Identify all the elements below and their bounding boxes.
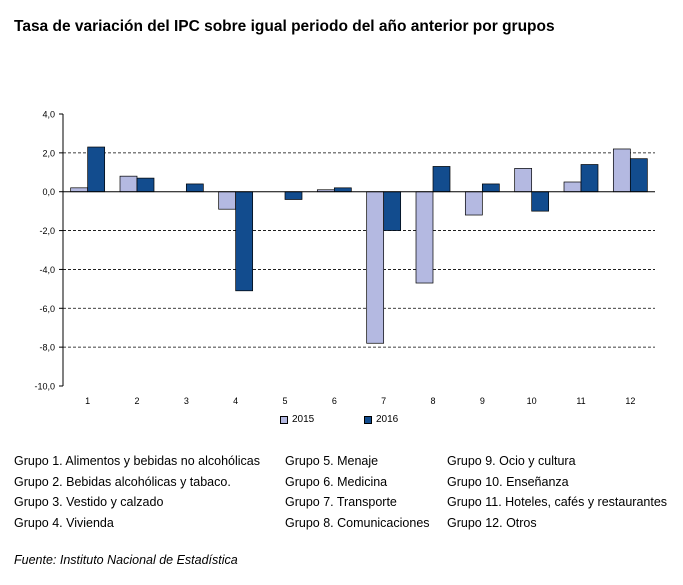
legend-item-2016: 2016 [364, 414, 398, 425]
y-tick-label: 2,0 [42, 148, 55, 158]
group-list-col3: Grupo 9. Ocio y cultura Grupo 10. Enseña… [447, 451, 667, 533]
x-tick-label: 8 [430, 396, 435, 406]
group-list-col2: Grupo 5. Menaje Grupo 6. Medicina Grupo … [285, 451, 430, 533]
legend-label-2015: 2015 [292, 414, 315, 425]
group-label: Grupo 5. Menaje [285, 454, 379, 468]
x-tick-label: 3 [184, 396, 189, 406]
bar-2016 [531, 191, 550, 212]
x-tick-label: 6 [332, 396, 337, 406]
legend-item-2015: 2015 [280, 414, 314, 425]
bar-2016 [87, 146, 106, 193]
bar-2016 [136, 177, 155, 193]
bar-2015 [119, 175, 138, 193]
legend-swatch-2016 [364, 415, 372, 424]
bar-chart: 4,02,00,0-2,0-4,0-6,0-8,0-10,01 2 3 4 5 6 7 8 9 1… [34, 110, 655, 406]
bar-2015 [563, 181, 582, 193]
group-label: Grupo 8. Comunicaciones [285, 515, 430, 530]
bar-2015 [366, 191, 385, 344]
y-tick-label: -2,0 [39, 226, 55, 236]
x-tick-label: 5 [282, 396, 287, 406]
y-tick-label: -10,0 [34, 382, 55, 392]
bar-2016 [481, 183, 500, 193]
group-label: Grupo 12. Otros [447, 515, 537, 530]
bar-2016 [284, 191, 303, 200]
bar-2015 [218, 191, 237, 210]
bar-2015 [514, 168, 533, 193]
y-tick-label: 0,0 [42, 187, 55, 197]
source-note: Fuente: Instituto Nacional de Estadístic… [14, 553, 238, 567]
group-label: Grupo 2. Bebidas alcohólicas y tabaco. [14, 474, 231, 489]
bar-2016 [235, 191, 254, 292]
bar-2016 [185, 183, 204, 193]
x-tick-label: 2 [134, 396, 139, 406]
y-tick-label: -8,0 [39, 343, 55, 353]
bar-2016 [580, 164, 599, 193]
x-tick-label: 10 [527, 396, 537, 406]
group-label: Grupo 7. Transporte [285, 495, 397, 509]
group-label: Grupo 4. Vivienda [14, 515, 114, 530]
x-tick-label: 9 [480, 396, 485, 406]
y-tick-label: -6,0 [39, 304, 55, 314]
group-label: Grupo 6. Medicina [285, 474, 388, 489]
x-tick-label: 11 [576, 396, 585, 406]
x-tick-label: 7 [381, 396, 386, 406]
bar-2016 [629, 158, 648, 193]
x-tick-label: 12 [625, 396, 635, 406]
bar-2015 [612, 148, 631, 193]
group-label: Grupo 9. Ocio y cultura [447, 454, 576, 468]
group-label: Grupo 3. Vestido y calzado [14, 495, 164, 509]
bar-2016 [383, 191, 402, 231]
bar-2015 [70, 187, 89, 193]
chart-title: Tasa de variación del IPC sobre igual pe… [14, 18, 555, 35]
group-label: Grupo 10. Enseñanza [447, 474, 569, 489]
bar-2015 [415, 191, 434, 284]
group-label: Grupo 11. Hoteles, cafés y restaurantes [447, 495, 668, 509]
group-label: Grupo 1. Alimentos y bebidas no alcohóli… [14, 454, 260, 468]
x-tick-label: 4 [233, 396, 238, 406]
bar-2015 [464, 191, 483, 216]
x-tick-label: 1 [85, 396, 90, 406]
y-tick-label: -4,0 [39, 265, 55, 275]
bar-2016 [432, 166, 451, 193]
bar-2016 [333, 187, 352, 193]
legend-label-2016: 2016 [376, 414, 399, 425]
y-tick-label: 4,0 [42, 110, 55, 120]
group-list-col1: Grupo 1. Alimentos y bebidas no alcohóli… [14, 451, 260, 533]
legend-swatch-2015 [280, 415, 288, 424]
